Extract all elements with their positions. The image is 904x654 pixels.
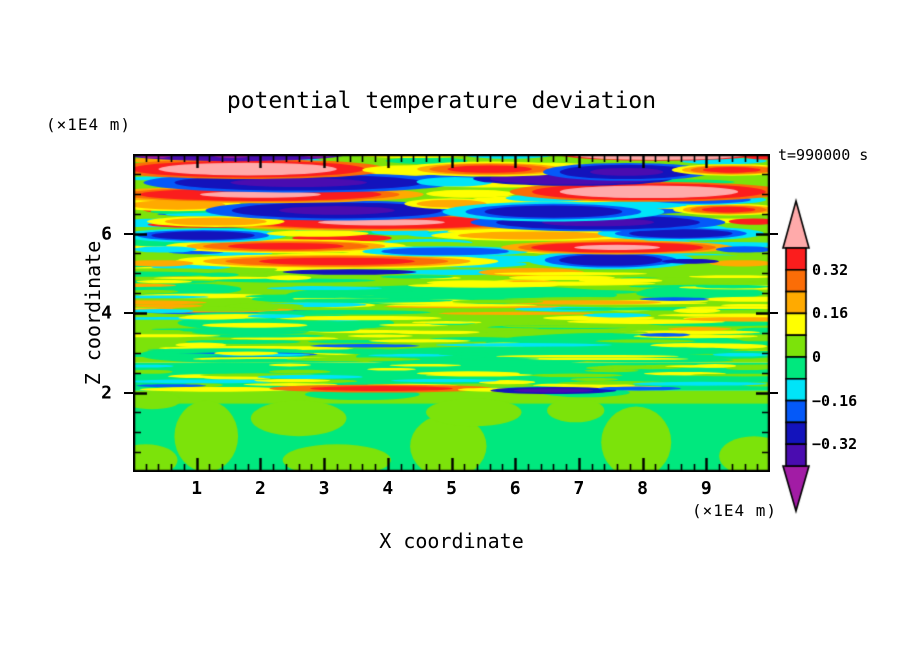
chart-title: potential temperature deviation — [226, 88, 657, 114]
z-axis-unit-label: (×1E4 m) — [46, 115, 132, 134]
x-axis-title: X coordinate — [379, 529, 524, 553]
heatmap-field-canvas — [133, 154, 770, 472]
x-tick-label: 9 — [700, 478, 712, 499]
x-tick-label: 2 — [254, 478, 266, 499]
z-axis-right-tick-stub — [769, 232, 778, 235]
x-axis-unit-label: (×1E4 m) — [691, 501, 777, 520]
z-tick-label: 2 — [101, 382, 112, 403]
colorbar-tick-label: 0 — [812, 348, 822, 366]
time-annotation: t=990000 s — [778, 146, 869, 164]
x-tick-label: 6 — [509, 478, 521, 499]
z-tick-label: 6 — [101, 223, 112, 244]
x-tick-label: 5 — [446, 478, 457, 499]
x-tick-label: 4 — [382, 478, 394, 499]
x-tick-label: 1 — [191, 478, 203, 499]
colorbar-tick-label: 0.32 — [812, 260, 849, 279]
colorbar-tick-label: −0.32 — [812, 435, 858, 454]
colorbar-tick-label: 0.16 — [812, 304, 849, 323]
z-axis-right-tick-stub — [769, 312, 778, 314]
x-tick-label: 3 — [318, 478, 330, 499]
colorbar-tick-label: −0.16 — [812, 391, 858, 410]
z-axis-left-tick-stub — [124, 312, 133, 314]
colorbar — [778, 195, 824, 520]
x-tick-label: 8 — [637, 478, 649, 499]
z-axis-right-tick-stub — [769, 391, 778, 394]
z-axis-left-tick-stub — [124, 232, 133, 235]
z-tick-label: 4 — [101, 302, 112, 324]
x-tick-label: 7 — [573, 478, 585, 499]
z-axis-left-tick-stub — [124, 391, 133, 394]
